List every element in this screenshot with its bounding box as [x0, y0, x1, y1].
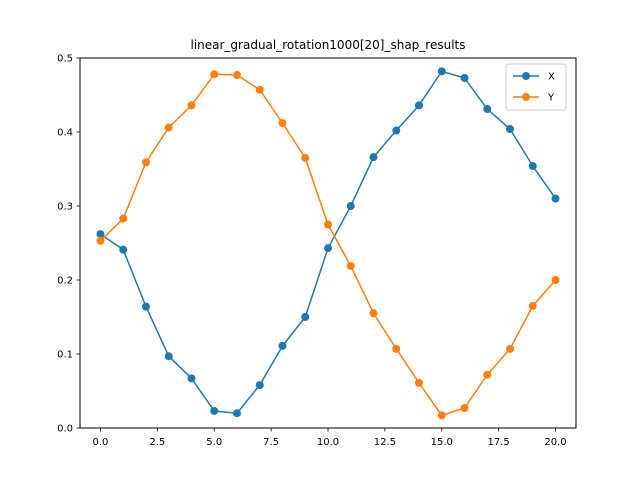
legend: XY [505, 63, 567, 111]
x-tick-label: 0.0 [93, 437, 109, 448]
data-point-y [528, 301, 537, 310]
data-point-y [278, 119, 287, 128]
data-point-x [232, 409, 241, 418]
y-tick-label: 0.5 [57, 54, 73, 65]
data-point-x [255, 381, 264, 390]
data-point-y [483, 370, 492, 379]
data-point-x [437, 67, 446, 76]
x-tick-label: 7.5 [263, 437, 279, 448]
data-point-x [119, 245, 128, 254]
data-point-x [96, 230, 105, 239]
legend-marker-y [522, 93, 530, 101]
x-tick-label: 5.0 [206, 437, 222, 448]
series-layer [96, 67, 560, 420]
data-point-x [301, 313, 310, 321]
y-tick-label: 0.2 [57, 276, 73, 287]
data-point-x [415, 101, 424, 110]
data-point-y [255, 85, 264, 94]
data-point-y [232, 71, 241, 80]
data-point-x [324, 244, 332, 253]
data-point-y [369, 309, 378, 318]
data-point-x [551, 194, 560, 203]
data-point-y [164, 123, 173, 132]
y-tick-label: 0.1 [57, 350, 73, 361]
data-point-y [346, 261, 355, 270]
data-point-x [460, 73, 469, 82]
data-point-y [187, 101, 196, 110]
data-point-x [528, 162, 537, 171]
data-point-y [415, 378, 424, 387]
x-axis: 0.0 2.5 5.0 7.5 10.0 12.5 15.0 17.5 20.0 [93, 428, 567, 448]
data-point-x [483, 105, 492, 114]
data-point-x [141, 302, 150, 311]
legend-box [505, 63, 567, 111]
data-point-x [278, 341, 287, 350]
x-tick-label: 2.5 [149, 437, 165, 448]
y-axis: 0.0 0.1 0.2 0.3 0.4 0.5 [57, 54, 80, 435]
x-tick-label: 15.0 [431, 437, 453, 448]
data-point-y [437, 411, 446, 420]
y-tick-label: 0.0 [57, 424, 73, 435]
data-point-y [119, 214, 128, 223]
data-point-x [164, 352, 173, 361]
data-point-x [346, 202, 355, 210]
data-point-x [506, 125, 515, 134]
data-point-y [551, 276, 560, 284]
x-tick-label: 12.5 [374, 437, 396, 448]
data-point-y [210, 70, 219, 79]
data-point-x [369, 153, 378, 162]
chart-title: linear_gradual_rotation1000[20]_shap_res… [190, 38, 465, 52]
legend-label-x: X [548, 72, 555, 83]
data-point-x [392, 126, 401, 135]
data-point-y [301, 153, 310, 162]
data-point-y [141, 158, 150, 167]
legend-marker-x [522, 72, 530, 80]
data-point-y [460, 404, 469, 413]
data-point-y [324, 220, 332, 229]
x-tick-label: 20.0 [544, 437, 566, 448]
data-point-y [96, 236, 105, 245]
data-point-x [187, 374, 196, 383]
x-tick-label: 10.0 [317, 437, 339, 448]
data-point-y [506, 344, 515, 353]
legend-label-y: Y [547, 93, 555, 104]
x-tick-label: 17.5 [488, 437, 510, 448]
data-point-x [210, 406, 219, 415]
y-tick-label: 0.4 [57, 128, 73, 139]
y-tick-label: 0.3 [57, 202, 73, 213]
data-point-y [392, 344, 401, 353]
